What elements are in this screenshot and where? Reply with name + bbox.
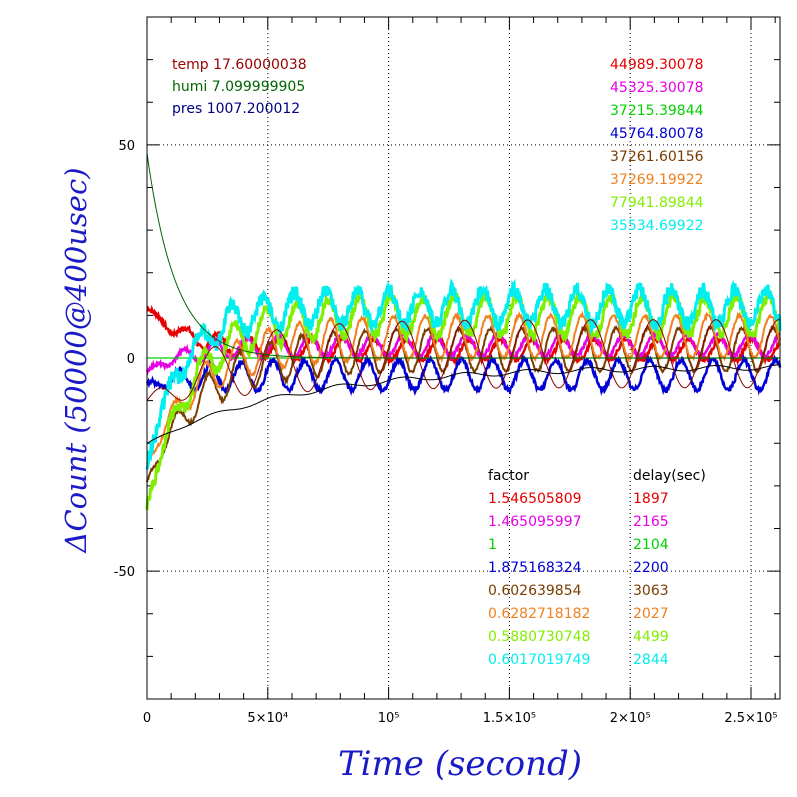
- series-delay-label: 2844: [633, 652, 669, 668]
- y-tick-labels: 50 0 -50: [114, 139, 135, 580]
- series-factor-label: 1.875168324: [488, 560, 582, 576]
- legend-pres: pres 1007.200012: [172, 101, 300, 117]
- series-value-label: 44989.30078: [610, 57, 704, 73]
- series-factor-label: 1.546505809: [488, 491, 582, 507]
- series-value-label: 45325.30078: [610, 80, 704, 96]
- x-tick-label: 2.5×10⁵: [724, 711, 777, 726]
- series-line: [145, 278, 782, 470]
- series-factor-label: 0.5880730748: [488, 629, 590, 645]
- x-tick-label: 5×10⁴: [247, 711, 288, 726]
- environment-line: [146, 153, 780, 359]
- x-tick-label: 0: [143, 711, 151, 726]
- series-value-label: 77941.89844: [610, 195, 704, 211]
- series-delay-label: 3063: [633, 583, 669, 599]
- environment-line: [146, 319, 781, 401]
- delay-header: delay(sec): [633, 468, 706, 484]
- environment-line: [146, 364, 781, 444]
- series-delay-label: 2027: [633, 606, 669, 622]
- legend-temp: temp 17.60000038: [172, 57, 307, 73]
- y-axis-title: ΔCount (50000@400usec): [59, 167, 93, 553]
- series-factor-label: 0.6017019749: [488, 652, 590, 668]
- x-tick-label: 1.5×10⁵: [483, 711, 536, 726]
- series-line: [145, 352, 782, 397]
- y-tick-label: 0: [127, 352, 135, 367]
- x-tick-labels: 0 5×10⁴ 10⁵ 1.5×10⁵ 2×10⁵ 2.5×10⁵: [143, 711, 778, 726]
- series-value-label: 37269.19922: [610, 172, 704, 188]
- series-value-label: 45764.80078: [610, 126, 704, 142]
- series-delay-label: 4499: [633, 629, 669, 645]
- series-delay-label: 2165: [633, 514, 669, 530]
- x-axis-title: Time (second): [338, 744, 582, 784]
- series-line: [146, 310, 781, 465]
- series-value-label: 35534.69922: [610, 218, 704, 234]
- factor-table: 1.546505809 1897 1.465095997 2165 1 2104 1.875…: [488, 491, 669, 668]
- series-factor-label: 1.465095997: [488, 514, 582, 530]
- series-factor-label: 1: [488, 537, 497, 553]
- plot-frame: [146, 16, 781, 700]
- series-lines: [145, 153, 782, 511]
- legend-humi: humi 7.099999905: [172, 79, 305, 95]
- series-delay-label: 2104: [633, 537, 669, 553]
- y-tick-label: 50: [118, 139, 135, 154]
- series-value-label: 37215.39844: [610, 103, 704, 119]
- series-delay-label: 1897: [633, 491, 669, 507]
- series-value-label: 37261.60156: [610, 149, 704, 165]
- factor-header: factor: [488, 468, 529, 484]
- series-factor-label: 0.6282718182: [488, 606, 590, 622]
- value-legend: 44989.30078 45325.30078 37215.39844 45764.8…: [610, 57, 704, 234]
- series-factor-label: 0.602639854: [488, 583, 582, 599]
- x-tick-label: 2×10⁵: [610, 711, 651, 726]
- y-tick-label: -50: [114, 565, 135, 580]
- series-delay-label: 2200: [633, 560, 669, 576]
- x-tick-label: 10⁵: [378, 711, 400, 726]
